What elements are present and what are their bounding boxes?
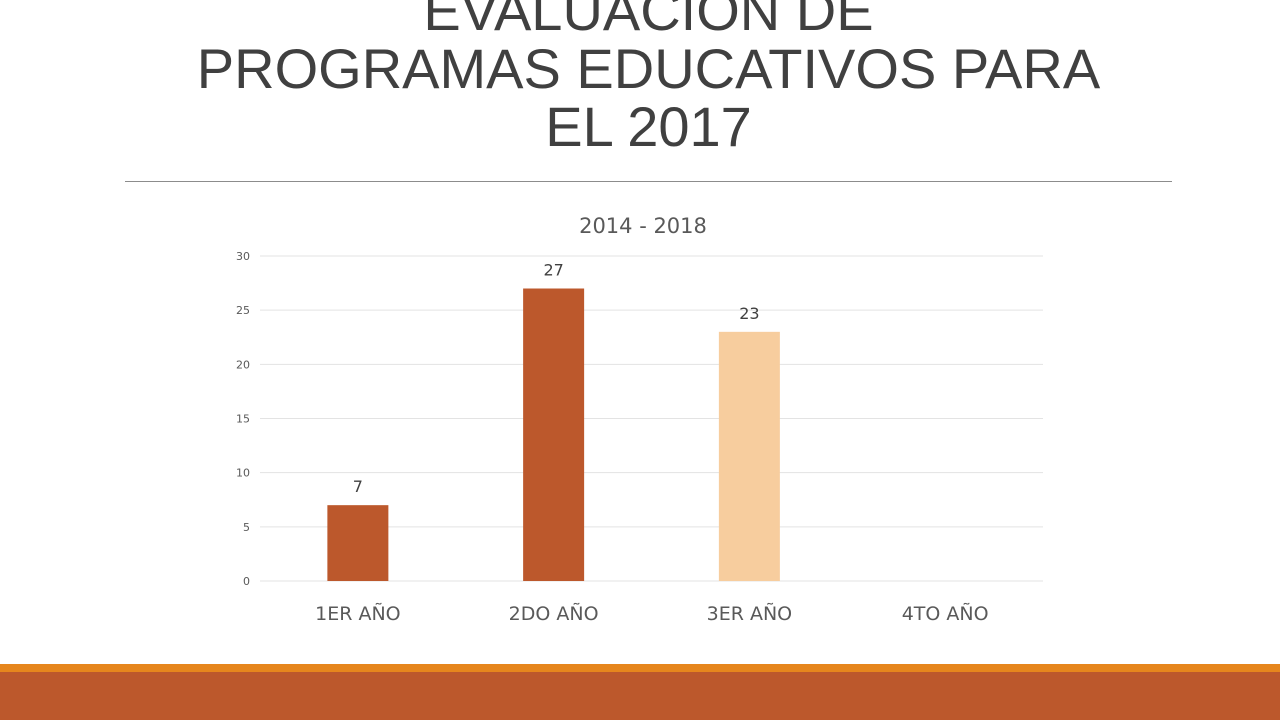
x-category-label-1: 1ER AÑO — [315, 602, 401, 625]
footer-accent-stripe — [0, 664, 1280, 672]
data-label-3: 23 — [739, 304, 759, 323]
bar-2 — [523, 288, 585, 581]
y-tick-label-3: 15 — [236, 413, 250, 426]
y-tick-label-1: 5 — [243, 521, 250, 534]
footer-band — [0, 672, 1280, 720]
bar-1 — [327, 505, 389, 581]
slide-title-line-1: EVALUACIÓN DE — [423, 0, 874, 42]
data-label-2: 27 — [543, 261, 563, 280]
x-category-label-2: 2DO AÑO — [509, 602, 599, 625]
bar-chart: 2014 - 2018 0 5 10 15 20 25 30 7 1ER AÑO 27 2DO AÑ… — [236, 214, 1043, 625]
bar-3 — [718, 331, 780, 581]
x-category-label-4: 4TO AÑO — [902, 602, 989, 625]
y-tick-label-6: 30 — [236, 250, 250, 263]
y-tick-label-5: 25 — [236, 304, 250, 317]
slide-title-line-2: PROGRAMAS EDUCATIVOS PARA — [196, 37, 1101, 100]
title-divider — [125, 181, 1172, 182]
y-tick-label-4: 20 — [236, 358, 250, 371]
data-label-1: 7 — [353, 477, 363, 496]
slide-title-line-3: EL 2017 — [545, 95, 752, 158]
chart-title: 2014 - 2018 — [579, 214, 707, 238]
slide-title: EVALUACIÓN DE PROGRAMAS EDUCATIVOS PARA … — [125, 0, 1172, 156]
y-tick-label-2: 10 — [236, 467, 250, 480]
x-category-label-3: 3ER AÑO — [707, 602, 793, 625]
y-tick-label-0: 0 — [243, 575, 250, 588]
